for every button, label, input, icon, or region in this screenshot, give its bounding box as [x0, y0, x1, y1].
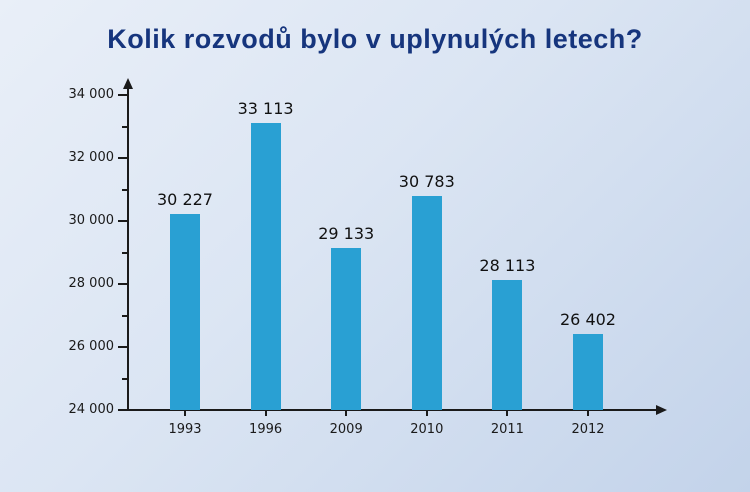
x-axis-arrow-icon	[656, 404, 667, 415]
x-axis-tick-label: 2012	[571, 422, 605, 437]
x-axis-tick	[264, 411, 267, 416]
y-major-tick	[118, 409, 127, 411]
y-major-tick	[118, 157, 127, 159]
y-axis-tick-label: 24 000	[68, 402, 115, 417]
y-minor-tick	[122, 251, 127, 254]
x-axis-tick	[587, 411, 589, 416]
y-minor-tick	[122, 377, 127, 380]
y-minor-tick	[122, 188, 127, 191]
y-minor-tick	[122, 125, 127, 128]
bar	[250, 122, 281, 410]
y-axis-line	[127, 88, 129, 411]
x-axis-line	[127, 409, 657, 411]
bar-value-label: 28 113	[479, 256, 536, 276]
x-axis-tick	[425, 411, 428, 416]
y-major-tick	[118, 283, 127, 285]
x-axis-tick	[345, 411, 348, 416]
y-major-tick	[118, 94, 127, 96]
bar-value-label: 29 133	[318, 224, 375, 244]
bar-value-label: 30 227	[157, 189, 213, 209]
chart-title: Kolik rozvodů bylo v uplynulých letech?	[107, 24, 643, 54]
bar	[573, 334, 603, 410]
bar	[170, 213, 200, 410]
bar	[411, 196, 442, 410]
x-axis-tick	[506, 411, 509, 416]
bar-value-label: 26 402	[560, 310, 616, 330]
y-axis-tick-label: 32 000	[68, 150, 115, 165]
y-minor-tick	[122, 314, 127, 317]
y-major-tick	[118, 220, 127, 222]
y-axis-tick-label: 28 000	[68, 276, 115, 291]
y-axis-arrow-icon	[122, 78, 133, 89]
x-axis-tick-label: 2009	[329, 422, 363, 437]
y-axis-tick-label: 30 000	[68, 213, 115, 228]
bar-value-label: 30 783	[398, 172, 455, 192]
x-axis-tick-label: 2010	[410, 422, 444, 437]
x-axis-tick-label: 2011	[490, 422, 524, 437]
x-axis-tick	[184, 411, 186, 416]
bar	[492, 280, 523, 410]
x-axis-tick-label: 1996	[249, 422, 283, 437]
y-axis-tick-label: 26 000	[68, 339, 115, 354]
bar	[331, 248, 362, 410]
bar-value-label: 33 113	[237, 98, 294, 118]
y-axis-tick-label: 34 000	[68, 87, 115, 102]
y-major-tick	[118, 346, 127, 348]
x-axis-tick-label: 1993	[168, 422, 202, 437]
